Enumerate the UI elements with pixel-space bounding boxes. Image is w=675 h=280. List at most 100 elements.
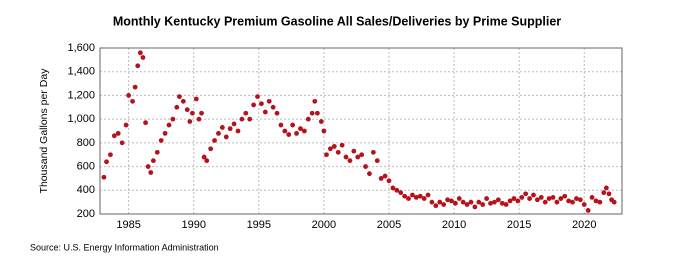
point bbox=[406, 196, 411, 201]
x-tick-label: 2000 bbox=[312, 219, 336, 231]
point bbox=[603, 185, 609, 191]
point bbox=[196, 116, 202, 122]
point bbox=[184, 107, 190, 113]
point bbox=[429, 199, 435, 205]
point bbox=[199, 110, 204, 116]
chart-title: Monthly Kentucky Premium Gasoline All Sa… bbox=[113, 14, 561, 28]
point bbox=[148, 170, 154, 175]
point bbox=[321, 128, 327, 134]
point bbox=[180, 98, 186, 104]
point bbox=[495, 197, 501, 203]
point bbox=[201, 154, 207, 160]
point bbox=[378, 176, 384, 181]
point bbox=[262, 109, 268, 115]
point bbox=[351, 148, 357, 154]
point bbox=[123, 122, 129, 128]
point bbox=[417, 193, 423, 199]
point bbox=[212, 138, 217, 143]
y-tick-label: 400 bbox=[77, 184, 95, 196]
y-tick-label: 1,200 bbox=[67, 89, 95, 101]
point bbox=[511, 196, 517, 201]
point bbox=[492, 199, 497, 205]
point bbox=[137, 50, 143, 56]
point bbox=[104, 159, 109, 165]
point bbox=[108, 152, 113, 158]
point bbox=[355, 154, 361, 160]
point bbox=[347, 158, 353, 164]
point bbox=[534, 197, 540, 203]
point bbox=[290, 122, 296, 128]
point bbox=[460, 199, 466, 205]
point bbox=[359, 152, 365, 158]
y-tick-label: 800 bbox=[77, 137, 95, 149]
point bbox=[507, 198, 513, 204]
x-tick-label: 2010 bbox=[442, 219, 466, 231]
x-tick-label: 1995 bbox=[247, 219, 271, 231]
point bbox=[413, 195, 419, 200]
point bbox=[312, 98, 318, 104]
point bbox=[190, 110, 195, 116]
point bbox=[143, 120, 148, 126]
point bbox=[562, 193, 568, 199]
point bbox=[488, 200, 493, 206]
point bbox=[531, 192, 536, 198]
point bbox=[363, 164, 368, 169]
point bbox=[425, 192, 431, 198]
point bbox=[484, 196, 490, 201]
point bbox=[174, 104, 180, 110]
point bbox=[585, 208, 591, 213]
point bbox=[227, 126, 233, 132]
point bbox=[570, 199, 575, 205]
point bbox=[135, 63, 141, 69]
point bbox=[515, 198, 521, 204]
point bbox=[126, 93, 132, 98]
y-tick-label: 1,400 bbox=[67, 66, 95, 78]
point bbox=[550, 195, 556, 200]
point bbox=[421, 196, 427, 201]
point bbox=[519, 195, 525, 200]
point bbox=[282, 128, 288, 134]
point bbox=[566, 198, 572, 204]
point bbox=[398, 190, 404, 196]
point bbox=[452, 200, 458, 206]
point bbox=[480, 202, 486, 207]
point bbox=[231, 121, 237, 127]
point bbox=[305, 116, 311, 122]
point bbox=[499, 200, 505, 206]
point bbox=[204, 158, 210, 164]
point bbox=[223, 134, 229, 140]
point bbox=[394, 187, 400, 193]
point bbox=[309, 110, 315, 116]
point bbox=[235, 128, 241, 134]
point bbox=[445, 197, 450, 203]
point bbox=[208, 146, 214, 152]
point bbox=[503, 202, 509, 207]
point bbox=[145, 164, 151, 169]
point bbox=[542, 199, 548, 205]
point bbox=[274, 110, 280, 116]
point bbox=[255, 94, 260, 100]
point bbox=[177, 94, 182, 100]
point bbox=[464, 202, 470, 207]
point bbox=[472, 204, 478, 210]
x-tick-label: 2020 bbox=[572, 219, 596, 231]
point bbox=[370, 149, 376, 155]
point bbox=[247, 116, 253, 122]
point bbox=[410, 192, 415, 198]
point bbox=[270, 104, 276, 110]
point bbox=[433, 203, 439, 209]
point bbox=[101, 174, 107, 180]
point bbox=[390, 185, 396, 191]
point bbox=[150, 158, 156, 164]
point bbox=[546, 196, 552, 201]
point bbox=[193, 96, 199, 102]
point bbox=[527, 196, 532, 201]
point bbox=[187, 119, 193, 124]
point bbox=[328, 146, 333, 152]
point bbox=[382, 173, 388, 179]
point bbox=[367, 171, 372, 177]
point bbox=[339, 142, 345, 148]
point bbox=[111, 133, 117, 139]
point bbox=[158, 138, 164, 143]
point bbox=[468, 199, 474, 205]
